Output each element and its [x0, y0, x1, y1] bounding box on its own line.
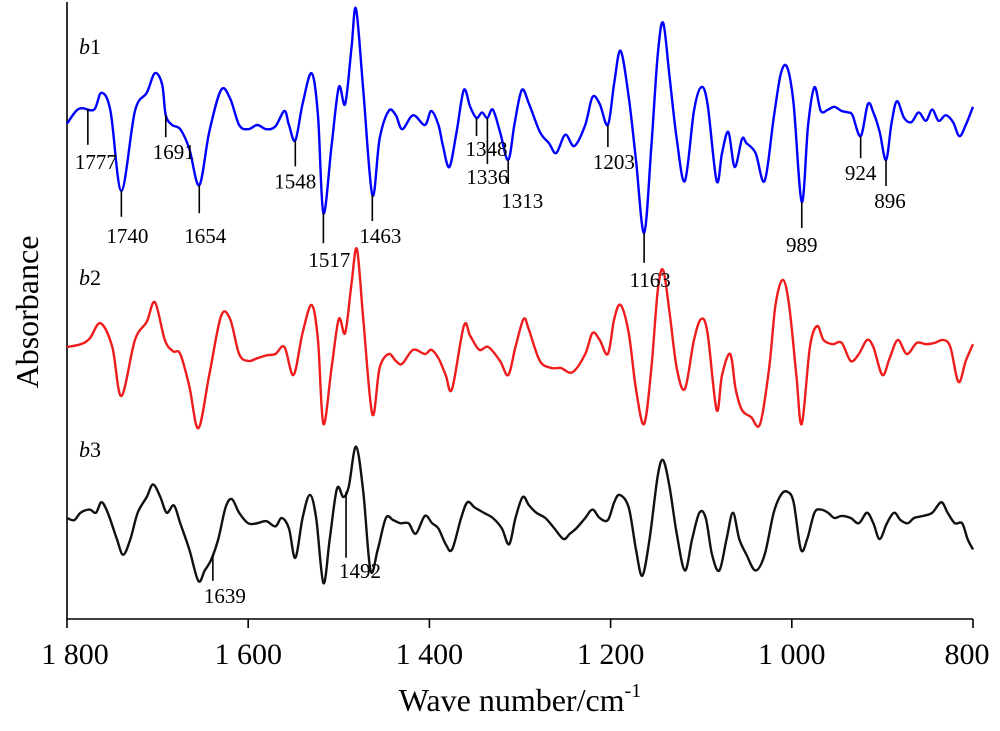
x-axis-title: Wave number/cm-1: [399, 680, 641, 718]
peak-labels-layer: 1777 1740 1691 1654 1548 1517 1463 1348 13361313…: [75, 108, 906, 608]
peak-label-1336: 1336: [466, 165, 508, 189]
x-tick-label: 800: [945, 638, 990, 671]
series-label-b3: b3: [79, 437, 101, 462]
x-tick-label: 1 600: [214, 638, 282, 671]
x-tick-label: 1 000: [758, 638, 826, 671]
peak-label-1463: 1463: [359, 224, 401, 248]
peak-label-1348: 1348: [466, 137, 508, 161]
axes: [66, 2, 973, 620]
peak-label-1740: 1740: [106, 224, 148, 248]
series-line-b3: [66, 445, 975, 585]
series-line-b1: [66, 6, 975, 235]
series-label-b2: b2: [79, 265, 101, 290]
series-line-b2: [66, 247, 975, 430]
series-labels-layer: b1 b2 b3: [79, 34, 101, 462]
peak-label-1517: 1517: [308, 248, 350, 272]
peak-label-1691: 1691: [153, 140, 195, 164]
peak-label-1313: 1313: [501, 189, 543, 213]
x-tick-label: 1 800: [41, 638, 109, 671]
peak-label-1203: 1203: [593, 150, 635, 174]
x-axis-title-superscript: -1: [625, 680, 642, 702]
peak-label-1654: 1654: [184, 224, 227, 248]
peak-label-1639: 1639: [204, 584, 246, 608]
peak-label-1492: 1492: [339, 559, 381, 583]
series-layer: [66, 6, 975, 585]
peak-label-1163: 1163: [630, 268, 671, 292]
peak-label-924: 924: [845, 161, 877, 185]
x-ticks: 1 800 1 600 1 400 1 200 1 000 800: [41, 619, 990, 671]
y-axis-title: Absorbance: [9, 236, 45, 389]
x-tick-label: 1 200: [577, 638, 645, 671]
series-label-b1: b1: [79, 34, 101, 59]
x-tick-label: 1 400: [396, 638, 464, 671]
peak-label-1548: 1548: [274, 169, 316, 193]
peak-label-896: 896: [874, 189, 906, 213]
peak-label-989: 989: [786, 233, 818, 257]
peak-label-1777: 1777: [75, 150, 117, 174]
